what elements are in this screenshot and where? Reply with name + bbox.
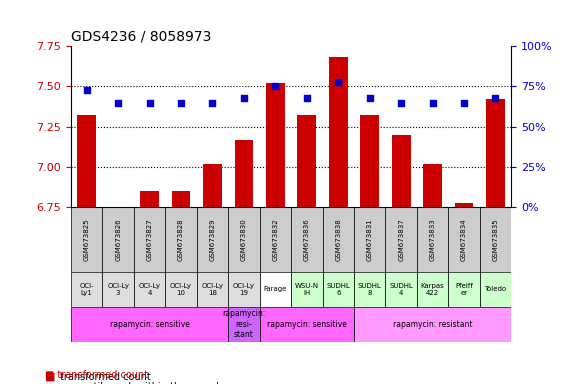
Text: OCI-Ly
19: OCI-Ly 19 — [233, 283, 255, 296]
FancyBboxPatch shape — [134, 207, 165, 272]
Point — [302, 94, 311, 101]
Bar — [298, 116, 316, 207]
FancyBboxPatch shape — [134, 272, 165, 307]
FancyBboxPatch shape — [323, 272, 354, 307]
Bar — [172, 191, 190, 207]
FancyBboxPatch shape — [480, 272, 511, 307]
Point — [239, 94, 248, 101]
Point — [491, 94, 500, 101]
FancyBboxPatch shape — [260, 207, 291, 272]
Text: SUDHL
6: SUDHL 6 — [327, 283, 350, 296]
FancyBboxPatch shape — [417, 272, 448, 307]
FancyBboxPatch shape — [354, 272, 386, 307]
Text: rapamycin: sensitive: rapamycin: sensitive — [110, 320, 190, 329]
FancyBboxPatch shape — [354, 207, 386, 272]
Text: OCI-Ly
10: OCI-Ly 10 — [170, 283, 192, 296]
FancyBboxPatch shape — [260, 272, 291, 307]
Point — [114, 99, 123, 106]
FancyBboxPatch shape — [228, 207, 260, 272]
FancyBboxPatch shape — [354, 307, 511, 342]
Point — [334, 78, 343, 84]
Text: WSU-N
IH: WSU-N IH — [295, 283, 319, 296]
Text: GSM673834: GSM673834 — [461, 218, 467, 261]
Bar — [360, 116, 379, 207]
FancyBboxPatch shape — [448, 272, 480, 307]
Text: Farage: Farage — [264, 286, 287, 292]
Text: SUDHL
4: SUDHL 4 — [389, 283, 413, 296]
FancyBboxPatch shape — [102, 207, 134, 272]
Point — [82, 86, 91, 93]
Text: OCI-
Ly1: OCI- Ly1 — [80, 283, 94, 296]
Text: rapamycin: sensitive: rapamycin: sensitive — [267, 320, 346, 329]
Bar — [266, 83, 285, 207]
FancyBboxPatch shape — [71, 307, 228, 342]
FancyBboxPatch shape — [71, 272, 102, 307]
Text: rapamycin: resistant: rapamycin: resistant — [393, 320, 473, 329]
Text: rapamycin:
resi-
stant: rapamycin: resi- stant — [222, 310, 266, 339]
Bar — [392, 135, 411, 207]
Bar — [486, 99, 505, 207]
Text: OCI-Ly
18: OCI-Ly 18 — [202, 283, 223, 296]
Text: GSM673835: GSM673835 — [492, 218, 499, 261]
FancyBboxPatch shape — [228, 307, 260, 342]
Text: GSM673826: GSM673826 — [115, 218, 121, 261]
Text: GSM673827: GSM673827 — [147, 218, 153, 261]
Text: GSM673825: GSM673825 — [83, 218, 90, 261]
Text: OCI-Ly
3: OCI-Ly 3 — [107, 283, 129, 296]
Text: GDS4236 / 8058973: GDS4236 / 8058973 — [71, 30, 211, 43]
Bar — [454, 202, 474, 207]
Bar — [423, 164, 442, 207]
FancyBboxPatch shape — [480, 207, 511, 272]
FancyBboxPatch shape — [323, 207, 354, 272]
Text: GSM673829: GSM673829 — [210, 218, 215, 261]
Point — [145, 99, 154, 106]
FancyBboxPatch shape — [165, 207, 197, 272]
Text: GSM673837: GSM673837 — [398, 218, 404, 261]
FancyBboxPatch shape — [291, 272, 323, 307]
Text: ■: ■ — [45, 382, 56, 384]
Text: GSM673836: GSM673836 — [304, 218, 310, 261]
FancyBboxPatch shape — [197, 272, 228, 307]
Point — [396, 99, 406, 106]
FancyBboxPatch shape — [228, 272, 260, 307]
Bar — [329, 57, 348, 207]
Text: GSM673833: GSM673833 — [429, 218, 436, 261]
FancyBboxPatch shape — [417, 207, 448, 272]
FancyBboxPatch shape — [448, 207, 480, 272]
Point — [271, 83, 280, 89]
Text: GSM673838: GSM673838 — [335, 218, 341, 261]
Bar — [77, 116, 96, 207]
FancyBboxPatch shape — [102, 272, 134, 307]
Text: ■: ■ — [45, 372, 56, 382]
Point — [365, 94, 374, 101]
FancyBboxPatch shape — [386, 272, 417, 307]
Text: GSM673832: GSM673832 — [273, 218, 278, 261]
Text: ■ transformed count: ■ transformed count — [45, 370, 149, 380]
FancyBboxPatch shape — [165, 272, 197, 307]
Text: Pfeiff
er: Pfeiff er — [455, 283, 473, 296]
Bar — [235, 140, 253, 207]
Bar — [203, 164, 222, 207]
FancyBboxPatch shape — [291, 207, 323, 272]
Text: Karpas
422: Karpas 422 — [421, 283, 445, 296]
Text: OCI-Ly
4: OCI-Ly 4 — [139, 283, 161, 296]
Text: GSM673830: GSM673830 — [241, 218, 247, 261]
Point — [177, 99, 186, 106]
Point — [428, 99, 437, 106]
Text: percentile rank within the sample: percentile rank within the sample — [60, 382, 225, 384]
Point — [460, 99, 469, 106]
Text: GSM673831: GSM673831 — [367, 218, 373, 261]
Text: GSM673828: GSM673828 — [178, 218, 184, 261]
Point — [208, 99, 217, 106]
FancyBboxPatch shape — [71, 207, 102, 272]
Text: Toledo: Toledo — [485, 286, 507, 292]
Text: SUDHL
8: SUDHL 8 — [358, 283, 382, 296]
Text: transformed count: transformed count — [60, 372, 151, 382]
Bar — [140, 191, 159, 207]
FancyBboxPatch shape — [260, 307, 354, 342]
FancyBboxPatch shape — [386, 207, 417, 272]
FancyBboxPatch shape — [197, 207, 228, 272]
